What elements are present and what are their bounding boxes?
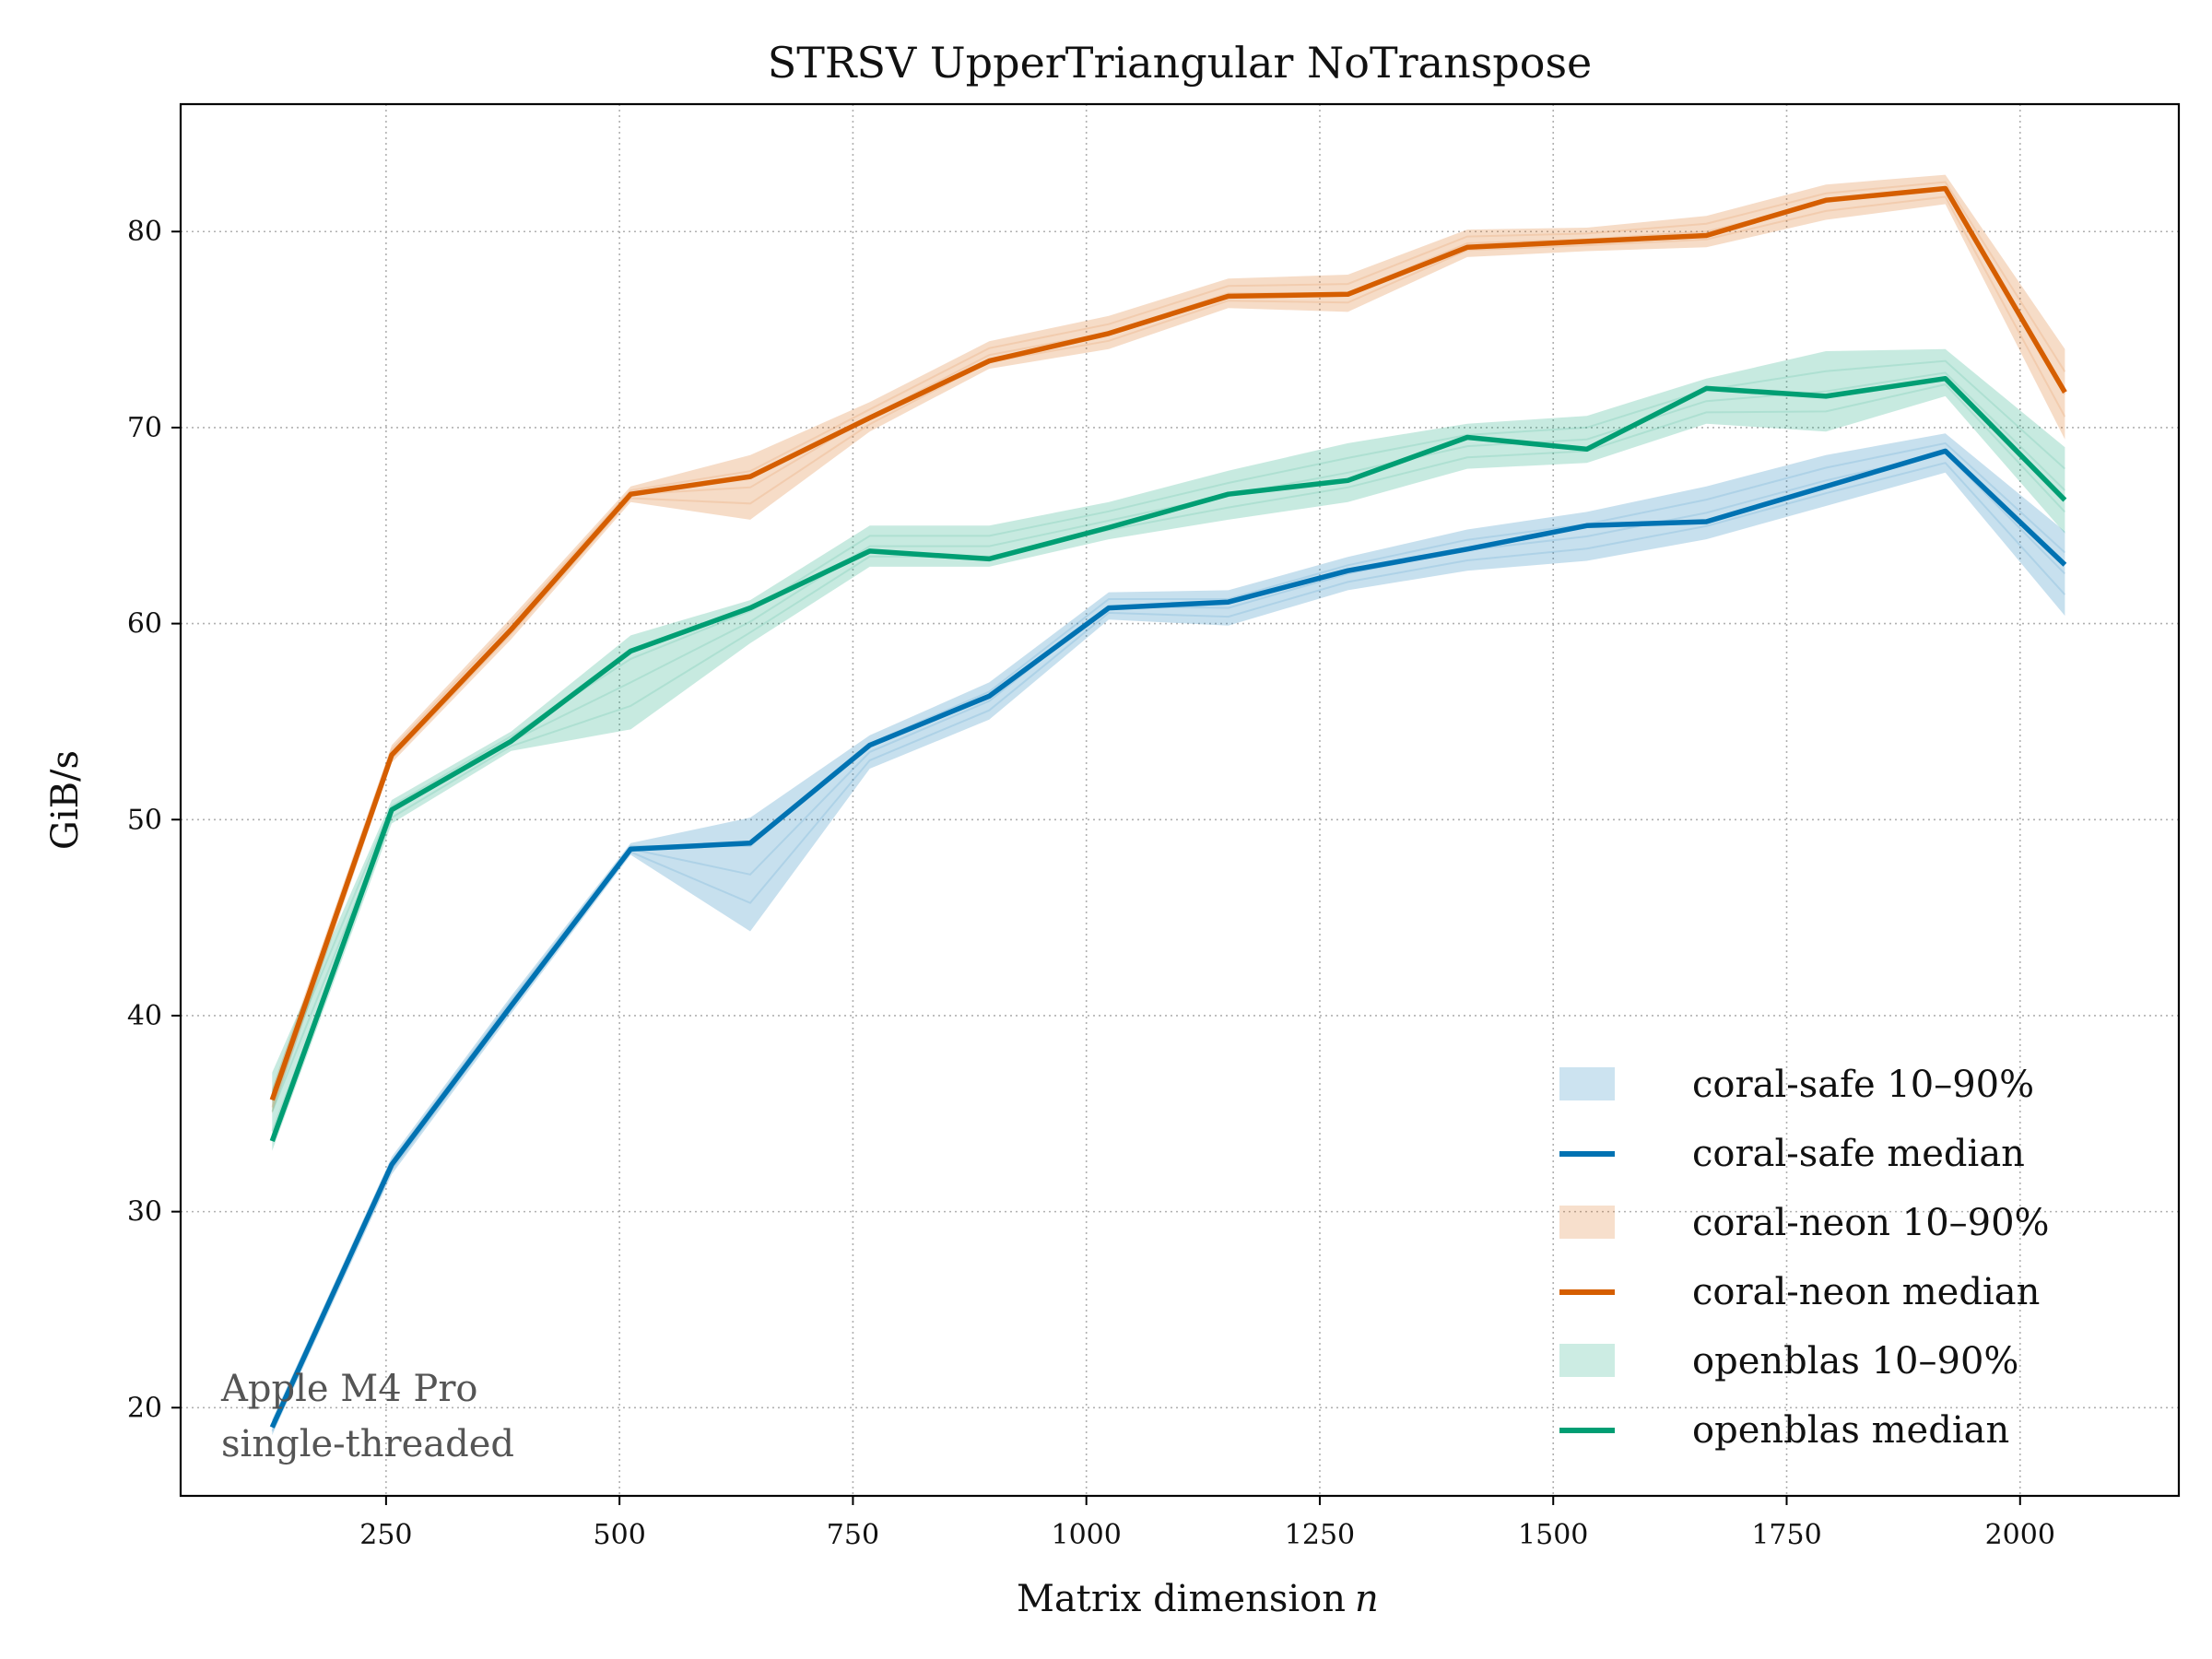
coral-neon-median-line (269, 185, 2067, 1101)
y-tick-label: 80 (127, 216, 162, 248)
y-tick-label: 40 (127, 1000, 162, 1032)
x-axis-variable: n (1355, 1578, 1379, 1620)
median-lines (269, 185, 2067, 1429)
x-tick-label: 250 (359, 1519, 412, 1551)
y-tick-label: 30 (127, 1196, 162, 1229)
legend-label-coral-safe-median: coral-safe median (1692, 1133, 2025, 1175)
chart-title: STRSV UpperTriangular NoTranspose (768, 38, 1593, 88)
y-axis-title: GiB/s (44, 750, 87, 850)
x-tick-label: 1750 (1751, 1519, 1821, 1551)
y-tick-label: 60 (127, 608, 162, 641)
plot-frame (179, 102, 2181, 1498)
x-tick-label: 2000 (1985, 1519, 2055, 1551)
annotation-line-2: single-threaded (221, 1423, 514, 1465)
axis-ticks: 250 500 750 1000 1250 1500 1750 2000 20 30 40 50 60 7… (127, 216, 2055, 1551)
legend-label-coral-safe-band: coral-safe 10–90% (1692, 1064, 2034, 1106)
openblas-run-trace (271, 371, 2066, 1112)
x-tick-label: 1500 (1518, 1519, 1588, 1551)
x-axis-title: Matrix dimension (1017, 1578, 1346, 1620)
annotation-line-1: Apple M4 Pro (220, 1368, 478, 1410)
legend-label-openblas-band: openblas 10–90% (1692, 1340, 2018, 1382)
legend-swatch-openblas-band (1559, 1344, 1615, 1377)
legend-label-coral-neon-median: coral-neon median (1692, 1271, 2040, 1313)
openblas-run-trace (271, 382, 2066, 1132)
coral-neon-run-trace (271, 181, 2066, 1095)
coral-safe-median-line (269, 448, 2067, 1429)
y-tick-label: 70 (127, 412, 162, 444)
x-tick-label: 1000 (1052, 1519, 1122, 1551)
y-tick-label: 20 (127, 1392, 162, 1424)
coral-neon-run-trace (271, 195, 2066, 1108)
y-tick-label: 50 (127, 804, 162, 836)
legend-swatch-coral-neon-band (1559, 1206, 1615, 1239)
x-tick-label: 750 (827, 1519, 879, 1551)
legend-label-openblas-median: openblas median (1692, 1409, 2009, 1452)
x-tick-label: 500 (594, 1519, 646, 1551)
openblas-median-line (269, 375, 2067, 1143)
legend: coral-safe 10–90% coral-safe median cora… (1559, 1064, 2050, 1452)
legend-label-coral-neon-band: coral-neon 10–90% (1692, 1202, 2050, 1244)
legend-swatch-coral-safe-band (1559, 1067, 1615, 1100)
x-tick-label: 1250 (1285, 1519, 1355, 1551)
